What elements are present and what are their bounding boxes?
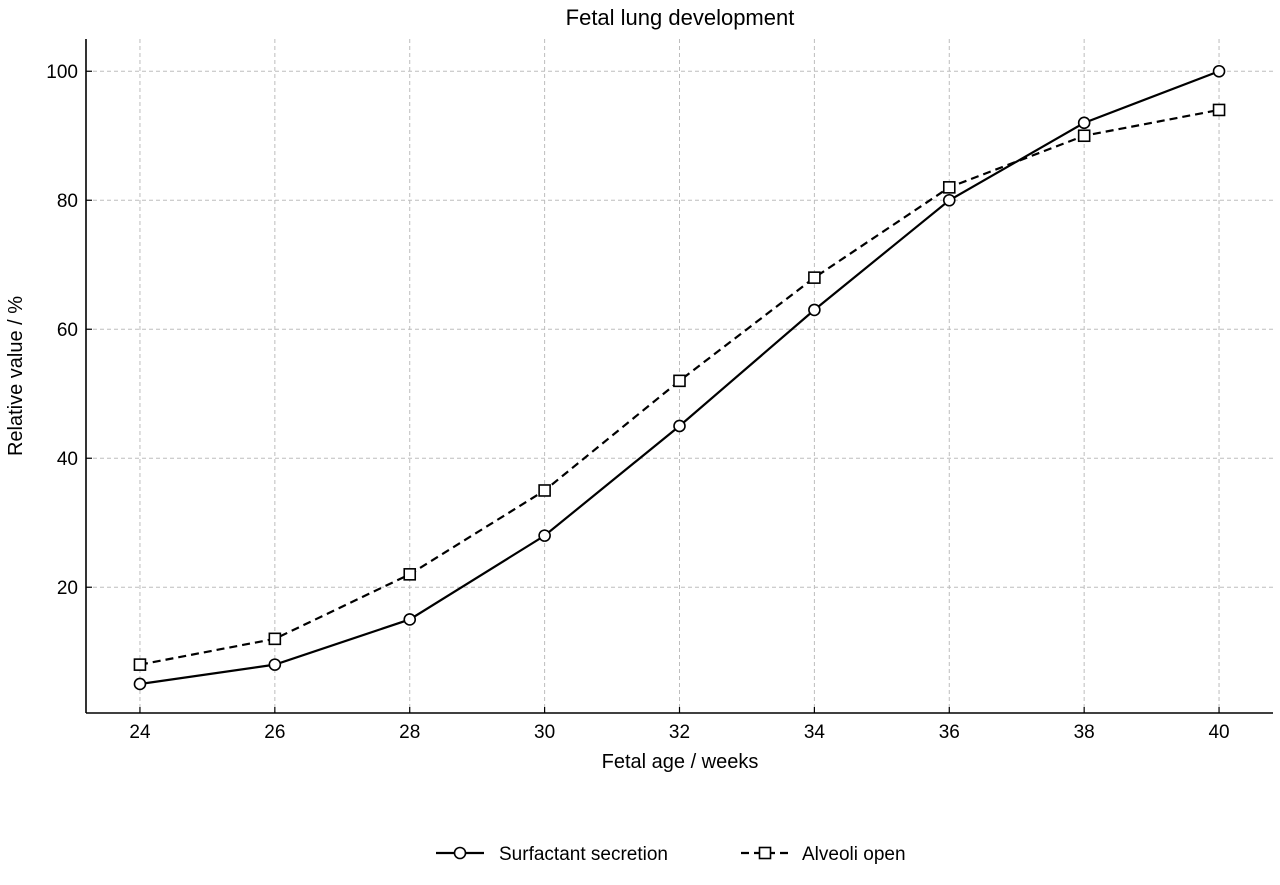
data-point <box>942 193 956 207</box>
data-point <box>538 529 551 542</box>
legend-label: Alveoli open <box>802 844 906 865</box>
x-tick-label: 30 <box>534 722 555 743</box>
series-group <box>133 64 1226 691</box>
data-point <box>1212 103 1226 117</box>
legend-circle-marker <box>453 846 467 860</box>
y-tick-label: 100 <box>46 62 78 83</box>
x-tick-label: 34 <box>804 722 826 743</box>
data-point <box>268 632 282 646</box>
y-axis-ticks: 20 40 60 80 100 <box>46 62 92 599</box>
legend-item: Alveoli open <box>741 844 906 865</box>
data-point <box>808 303 821 317</box>
data-point <box>1077 129 1091 143</box>
data-point <box>942 181 956 194</box>
legend-label: Surfactant secretion <box>499 844 668 865</box>
data-point <box>538 484 551 497</box>
x-axis-label: Fetal age / weeks <box>602 751 759 773</box>
x-axis-ticks: 24 26 28 30 32 34 36 38 40 <box>129 707 1230 743</box>
x-tick-label: 38 <box>1074 722 1095 743</box>
y-tick-label: 60 <box>57 320 78 341</box>
data-point <box>673 374 686 388</box>
data-point <box>403 613 417 626</box>
series-line <box>139 108 1220 666</box>
data-point <box>403 568 417 581</box>
y-tick-label: 40 <box>57 449 78 470</box>
data-point <box>133 658 147 671</box>
x-tick-label: 36 <box>939 722 960 743</box>
x-tick-label: 24 <box>129 722 151 743</box>
x-tick-label: 26 <box>264 722 285 743</box>
legend-square-marker <box>758 846 772 860</box>
x-tick-label: 28 <box>399 722 420 743</box>
y-tick-label: 80 <box>57 191 78 212</box>
data-point <box>1077 116 1091 130</box>
legend: Surfactant secretion Alveoli open <box>436 844 906 865</box>
data-point <box>673 419 686 433</box>
x-tick-label: 32 <box>669 722 690 743</box>
y-tick-label: 20 <box>57 578 78 599</box>
legend-item: Surfactant secretion <box>436 844 668 865</box>
data-point <box>1212 64 1226 78</box>
y-axis-label: Relative value / % <box>5 296 27 456</box>
series-2 <box>133 103 1226 671</box>
data-point <box>268 658 282 671</box>
data-point <box>808 271 821 284</box>
x-tick-label: 40 <box>1208 722 1229 743</box>
data-point <box>133 677 147 691</box>
series-1 <box>133 64 1226 691</box>
chart-title: Fetal lung development <box>566 5 795 30</box>
